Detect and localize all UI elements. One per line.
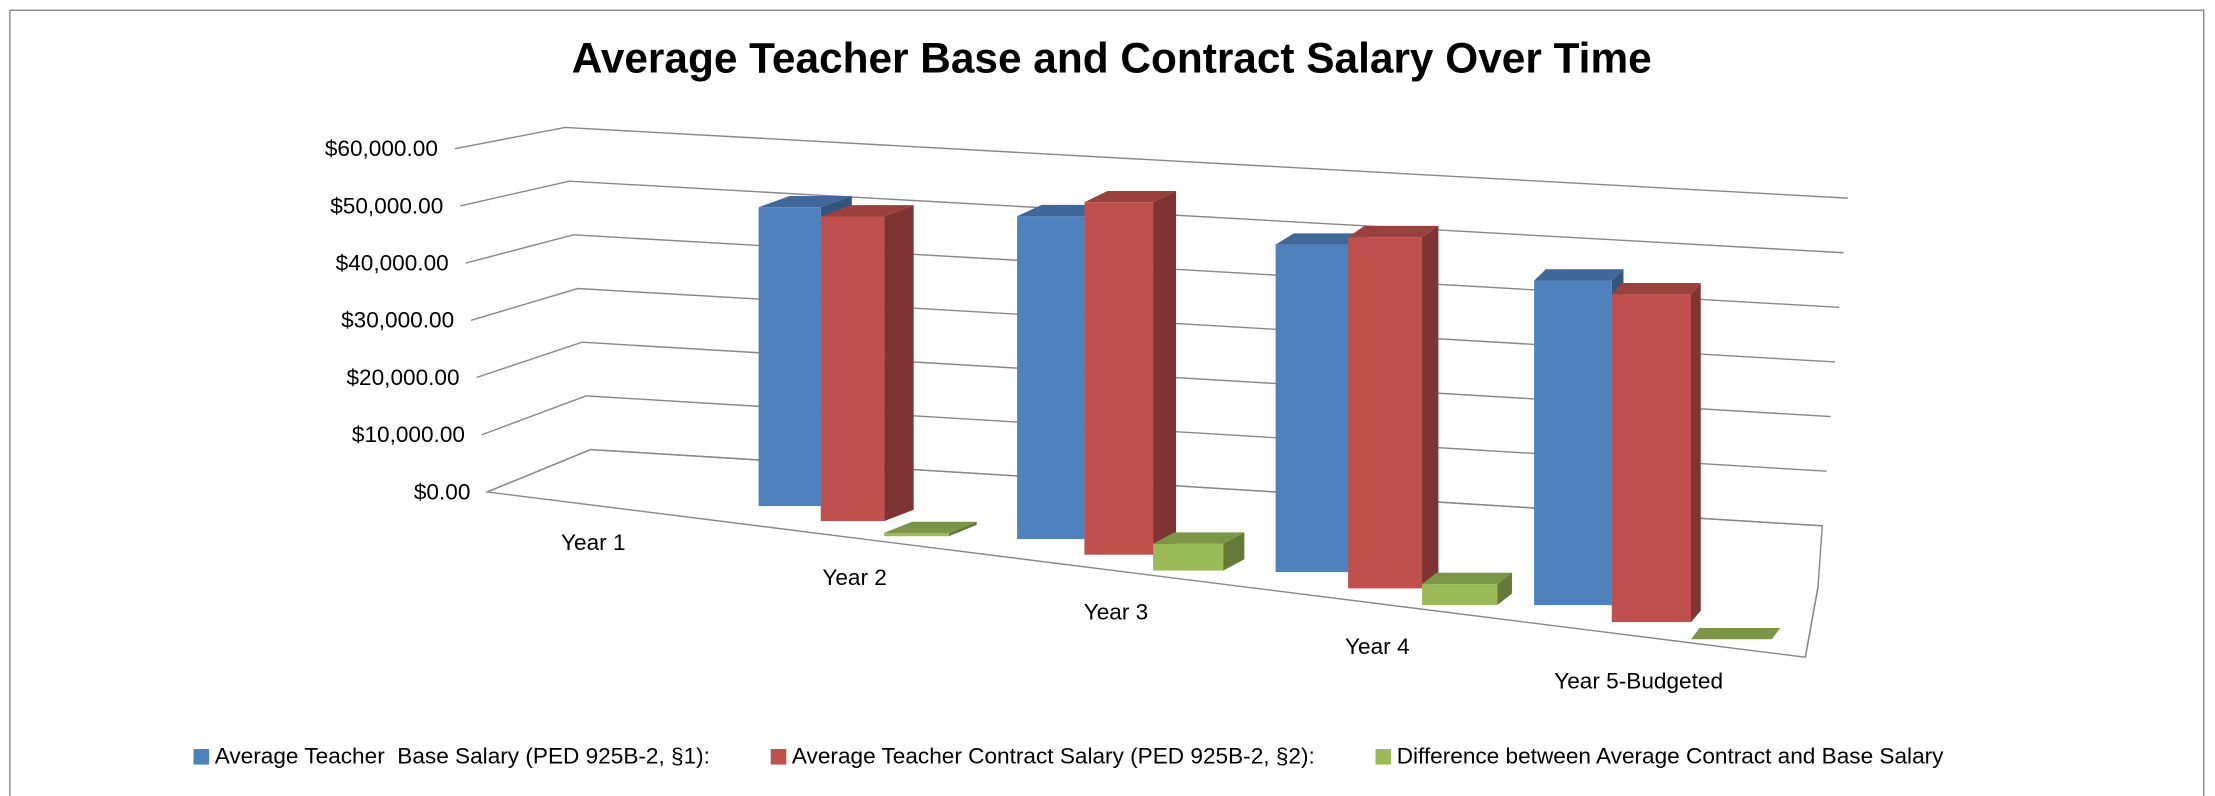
y-tick-label: $20,000.00 [346,365,459,390]
grid-line [454,126,1848,199]
bar [1084,202,1154,555]
legend-swatch [193,749,210,765]
bar-top [1534,269,1624,281]
bar-top [1690,627,1781,640]
bar [1611,294,1691,623]
y-tick-label: $30,000.00 [341,308,454,333]
bar [1017,216,1085,540]
bar-side [1223,532,1245,571]
legend-label: Difference between Average Contract and … [1397,743,1944,768]
y-tick-label: $10,000.00 [352,422,465,447]
x-tick-label: Year 4 [1345,634,1410,659]
bar [1153,543,1224,571]
chart-title: Average Teacher Base and Contract Salary… [572,34,1652,81]
bar-side [948,521,977,537]
legend-swatch [770,749,787,765]
x-tick-label: Year 5-Budgeted [1554,669,1723,694]
bar-side [1690,283,1701,623]
legend-swatch [1375,749,1392,765]
bar-top [1422,572,1512,585]
y-tick-label: $50,000.00 [330,193,443,218]
bar [884,532,949,537]
x-tick-label: Year 2 [822,565,887,590]
y-tick-label: $0.00 [414,479,471,504]
bar [758,207,821,507]
bar-top [1275,233,1367,245]
bar [820,216,885,522]
bar-top [820,205,914,217]
bar-top [884,521,977,533]
bar-side [1422,225,1439,589]
y-tick-label: $60,000.00 [325,136,438,161]
bar-side [1153,190,1177,555]
legend-label: Average Teacher Base Salary (PED 925B-2,… [215,743,710,768]
bar-top [1153,532,1245,544]
bar-top [758,195,852,208]
legend-label: Average Teacher Contract Salary (PED 925… [792,743,1315,768]
bar [1348,237,1423,589]
bar-side [1497,572,1512,605]
bar [1275,244,1349,573]
x-tick-label: Year 3 [1084,599,1149,624]
x-tick-label: Year 1 [561,530,625,555]
y-tick-label: $40,000.00 [336,250,449,275]
bar [1534,280,1612,606]
bar [1422,584,1498,605]
bar-top [1348,225,1439,238]
bar-top [1084,190,1177,203]
bar-side [884,205,914,522]
floor-edge [1804,586,1819,658]
bar-top [1611,283,1701,295]
